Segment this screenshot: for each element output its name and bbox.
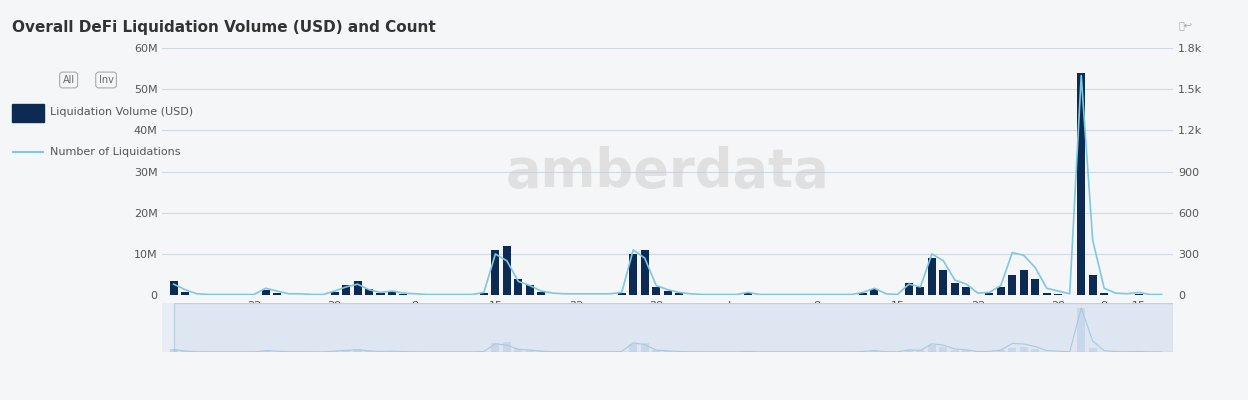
Bar xyxy=(514,279,523,295)
Bar xyxy=(492,250,499,295)
Bar xyxy=(514,349,523,352)
Bar xyxy=(653,350,660,352)
Bar xyxy=(951,350,958,352)
Bar xyxy=(273,293,281,295)
Bar xyxy=(951,283,958,295)
Text: ⬜↩: ⬜↩ xyxy=(1178,20,1193,30)
Bar xyxy=(538,351,545,352)
Bar xyxy=(905,283,914,295)
Bar xyxy=(170,281,177,295)
Bar xyxy=(859,293,867,295)
Bar xyxy=(916,287,925,295)
Bar xyxy=(503,342,510,352)
Text: Inv: Inv xyxy=(99,75,114,85)
Bar xyxy=(664,351,671,352)
Bar xyxy=(399,294,408,295)
Bar xyxy=(181,351,190,352)
Text: Number of Liquidations: Number of Liquidations xyxy=(50,147,181,157)
Bar xyxy=(525,350,534,352)
Text: amberdata: amberdata xyxy=(505,146,830,198)
Bar xyxy=(480,293,488,295)
Bar xyxy=(927,258,936,295)
Bar xyxy=(744,293,753,295)
Text: Overall DeFi Liquidation Volume (USD) and Count: Overall DeFi Liquidation Volume (USD) an… xyxy=(12,20,437,35)
Bar xyxy=(538,292,545,295)
Bar xyxy=(997,287,1005,295)
Bar xyxy=(1020,347,1028,352)
Bar xyxy=(1008,348,1016,352)
Bar xyxy=(1008,274,1016,295)
Bar xyxy=(492,343,499,352)
Bar xyxy=(342,350,349,352)
Bar xyxy=(353,281,362,295)
Bar xyxy=(905,350,914,352)
Bar xyxy=(927,344,936,352)
FancyBboxPatch shape xyxy=(173,302,1173,352)
Bar xyxy=(962,350,971,352)
Bar xyxy=(262,290,270,295)
Bar xyxy=(870,351,879,352)
Text: All: All xyxy=(62,75,75,85)
Bar xyxy=(870,289,879,295)
Bar xyxy=(997,350,1005,352)
Bar xyxy=(1134,294,1143,295)
Bar xyxy=(364,289,373,295)
Bar xyxy=(1055,294,1062,295)
Bar xyxy=(170,349,177,352)
Bar xyxy=(388,351,396,352)
Bar xyxy=(986,293,993,295)
Bar xyxy=(640,343,649,352)
Bar xyxy=(940,270,947,295)
Bar xyxy=(1020,270,1028,295)
Bar xyxy=(940,347,947,352)
Bar xyxy=(1031,349,1040,352)
Bar xyxy=(675,293,683,295)
Bar xyxy=(1101,293,1108,295)
Bar xyxy=(1043,293,1051,295)
Bar xyxy=(1088,274,1097,295)
Bar xyxy=(331,351,338,352)
Bar xyxy=(629,344,638,352)
Bar xyxy=(629,254,638,295)
Bar xyxy=(962,287,971,295)
Bar xyxy=(618,293,625,295)
Bar xyxy=(1077,73,1086,295)
Bar xyxy=(364,351,373,352)
Bar xyxy=(640,250,649,295)
Bar xyxy=(1031,279,1040,295)
Bar xyxy=(331,292,338,295)
Bar xyxy=(353,349,362,352)
Bar xyxy=(664,291,671,295)
Bar xyxy=(388,292,396,295)
Bar xyxy=(653,287,660,295)
Bar xyxy=(503,246,510,295)
Bar xyxy=(1088,348,1097,352)
Bar xyxy=(916,350,925,352)
Bar xyxy=(1077,308,1086,352)
Text: Liquidation Volume (USD): Liquidation Volume (USD) xyxy=(50,107,193,117)
Bar xyxy=(181,292,190,295)
Bar xyxy=(377,293,384,295)
Bar xyxy=(525,285,534,295)
Bar xyxy=(342,285,349,295)
Bar xyxy=(262,351,270,352)
